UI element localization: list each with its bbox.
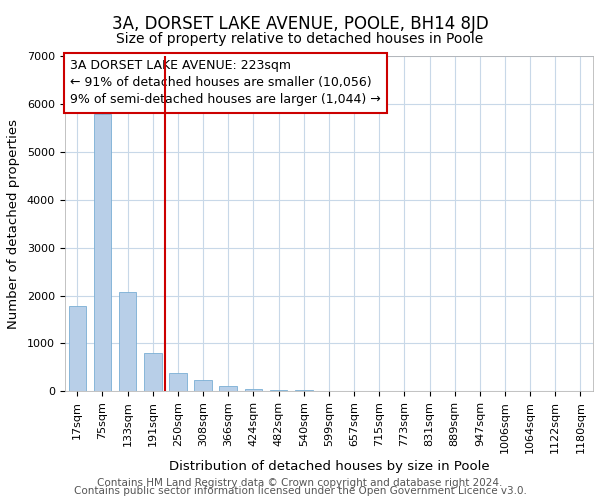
Bar [220,386,237,392]
X-axis label: Distribution of detached houses by size in Poole: Distribution of detached houses by size … [169,460,489,473]
Text: 3A, DORSET LAKE AVENUE, POOLE, BH14 8JD: 3A, DORSET LAKE AVENUE, POOLE, BH14 8JD [112,15,488,33]
Text: Size of property relative to detached houses in Poole: Size of property relative to detached ho… [116,32,484,46]
Bar [270,390,287,392]
Bar [94,114,111,392]
Bar [194,380,212,392]
Bar [245,388,262,392]
Bar [68,306,86,392]
Y-axis label: Number of detached properties: Number of detached properties [7,118,20,328]
Text: 3A DORSET LAKE AVENUE: 223sqm
← 91% of detached houses are smaller (10,056)
9% o: 3A DORSET LAKE AVENUE: 223sqm ← 91% of d… [70,60,381,106]
Bar [144,352,161,392]
Bar [169,374,187,392]
Bar [295,390,313,392]
Bar [119,292,136,392]
Text: Contains public sector information licensed under the Open Government Licence v3: Contains public sector information licen… [74,486,526,496]
Text: Contains HM Land Registry data © Crown copyright and database right 2024.: Contains HM Land Registry data © Crown c… [97,478,503,488]
